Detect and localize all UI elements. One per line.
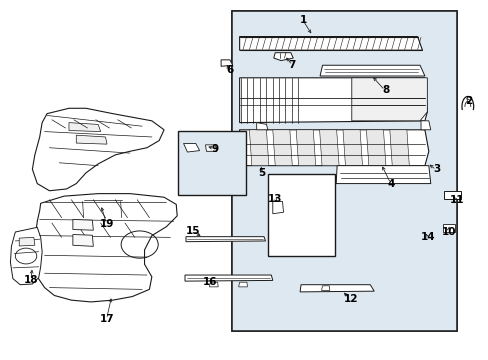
Polygon shape (272, 130, 292, 166)
Text: 10: 10 (441, 227, 456, 237)
Bar (267, 174, 334, 256)
Polygon shape (69, 123, 101, 132)
Polygon shape (221, 60, 232, 66)
Text: 6: 6 (226, 64, 233, 75)
Polygon shape (321, 286, 329, 291)
Polygon shape (420, 121, 430, 130)
Text: 7: 7 (288, 60, 295, 70)
Polygon shape (73, 234, 93, 246)
Text: 15: 15 (185, 226, 200, 236)
Polygon shape (342, 130, 362, 166)
Polygon shape (249, 130, 268, 166)
Polygon shape (34, 194, 177, 302)
Text: 1: 1 (299, 15, 306, 26)
Polygon shape (73, 220, 93, 230)
Bar (232, 12, 456, 330)
Polygon shape (32, 108, 163, 191)
Text: 14: 14 (420, 232, 435, 242)
Polygon shape (320, 65, 424, 76)
Polygon shape (300, 285, 373, 292)
Polygon shape (272, 202, 283, 214)
Polygon shape (238, 130, 428, 166)
Text: 9: 9 (211, 144, 218, 154)
Polygon shape (238, 282, 247, 287)
Polygon shape (444, 191, 461, 199)
Text: 13: 13 (267, 194, 282, 204)
Text: 12: 12 (343, 294, 357, 304)
Polygon shape (10, 227, 42, 285)
Polygon shape (256, 123, 267, 130)
Bar (177, 131, 245, 195)
Text: 19: 19 (100, 219, 114, 229)
Polygon shape (232, 12, 456, 330)
Polygon shape (351, 78, 427, 121)
Polygon shape (319, 130, 338, 166)
Polygon shape (296, 130, 315, 166)
Text: 16: 16 (203, 277, 217, 287)
Polygon shape (273, 53, 293, 60)
Text: 3: 3 (432, 164, 440, 174)
Polygon shape (389, 130, 408, 166)
Text: 2: 2 (464, 96, 471, 106)
Polygon shape (209, 282, 218, 287)
Polygon shape (443, 224, 454, 232)
Polygon shape (205, 145, 216, 151)
Polygon shape (184, 275, 272, 281)
Polygon shape (76, 135, 107, 144)
Polygon shape (183, 143, 199, 152)
Text: 18: 18 (24, 275, 39, 285)
Text: 4: 4 (386, 179, 394, 189)
Polygon shape (335, 166, 430, 184)
Text: 8: 8 (382, 85, 389, 95)
Text: 5: 5 (257, 168, 264, 178)
Polygon shape (366, 130, 385, 166)
Text: 17: 17 (100, 314, 114, 324)
Polygon shape (239, 37, 422, 50)
Polygon shape (239, 78, 427, 123)
Polygon shape (185, 237, 265, 242)
Text: 11: 11 (448, 195, 463, 205)
Polygon shape (19, 237, 35, 246)
